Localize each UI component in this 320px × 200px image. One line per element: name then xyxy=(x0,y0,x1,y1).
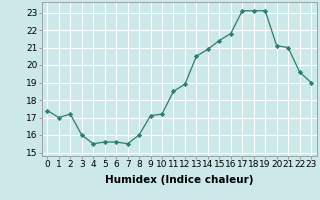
X-axis label: Humidex (Indice chaleur): Humidex (Indice chaleur) xyxy=(105,175,253,185)
